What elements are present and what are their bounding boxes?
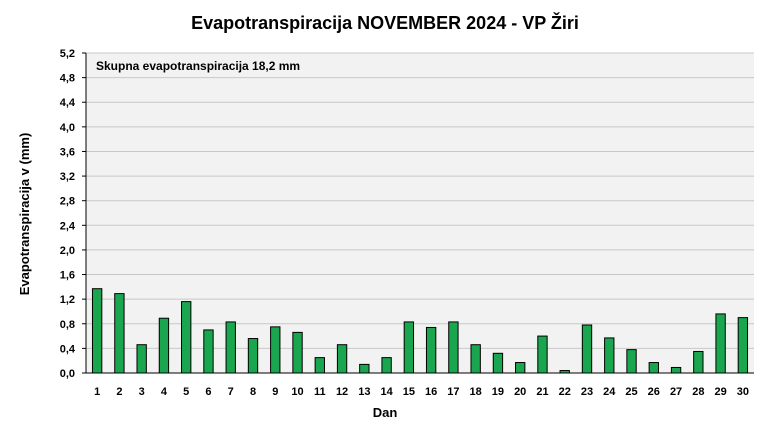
- x-tick-label: 20: [514, 386, 526, 398]
- y-tick-label: 4,4: [60, 97, 76, 109]
- bar: [626, 349, 637, 374]
- x-tick-label: 27: [670, 386, 682, 398]
- y-tick-label: 0,0: [60, 368, 75, 380]
- x-tick-label: 13: [358, 386, 370, 398]
- y-tick-label: 3,2: [60, 171, 75, 183]
- y-tick-label: 4,8: [60, 73, 75, 85]
- x-tick-label: 10: [291, 386, 303, 398]
- bar: [648, 362, 659, 374]
- bar: [604, 337, 615, 374]
- x-tick-label: 23: [581, 386, 593, 398]
- bar: [715, 313, 726, 374]
- bar: [670, 366, 682, 374]
- x-tick-label: 12: [336, 386, 348, 398]
- x-tick-label: 6: [205, 386, 211, 398]
- bar: [158, 317, 170, 374]
- x-tick-label: 5: [183, 386, 189, 398]
- grid-lines: [82, 52, 754, 374]
- x-tick-label: 28: [692, 386, 704, 398]
- x-tick-label: 7: [228, 386, 234, 398]
- x-tick-label: 26: [648, 386, 660, 398]
- bar: [737, 317, 749, 374]
- bar: [492, 352, 504, 374]
- y-tick-label: 3,6: [60, 146, 75, 158]
- chart-title: Evapotranspiracija NOVEMBER 2024 - VP Ži…: [191, 12, 579, 33]
- y-tick-labels: 0,0 0,4 0,8 1,2 1,6 2,0 2,4 2,8 3,2 3,6 4,0 4,4 4,8 5…: [60, 48, 76, 380]
- bar: [225, 321, 236, 374]
- x-tick-label: 18: [470, 386, 482, 398]
- bar: [203, 329, 214, 374]
- axes: [85, 53, 754, 374]
- x-tick-label: 29: [714, 386, 726, 398]
- y-tick-label: 2,0: [60, 245, 75, 257]
- bar: [292, 331, 303, 374]
- y-tick-label: 5,2: [60, 48, 75, 60]
- x-tick-label: 15: [403, 386, 415, 398]
- y-tick-label: 4,0: [60, 122, 75, 134]
- x-tick-label: 9: [272, 386, 278, 398]
- bars: [91, 288, 749, 374]
- bar: [693, 350, 704, 374]
- bar: [403, 321, 415, 374]
- x-tick-label: 11: [314, 386, 326, 398]
- x-tick-label: 22: [559, 386, 571, 398]
- x-tick-label: 19: [492, 386, 504, 398]
- plot-area: [86, 53, 754, 373]
- x-tick-label: 21: [536, 386, 548, 398]
- x-tick-label: 25: [625, 386, 637, 398]
- x-axis-label: Dan: [373, 405, 398, 420]
- bar: [181, 301, 192, 374]
- bar: [91, 288, 103, 374]
- total-annotation: Skupna evapotranspiracija 18,2 mm: [96, 59, 300, 73]
- y-axis-label: Evapotranspiracija v (mm): [17, 133, 32, 296]
- bar: [314, 357, 325, 374]
- y-tick-label: 1,6: [60, 270, 75, 282]
- bar: [448, 321, 459, 374]
- x-tick-label: 1: [94, 386, 100, 398]
- bar: [270, 326, 281, 374]
- bar: [136, 344, 147, 374]
- bar: [537, 335, 548, 374]
- x-tick-label: 17: [447, 386, 459, 398]
- bar: [359, 363, 370, 374]
- x-tick-label: 2: [116, 386, 122, 398]
- bar: [515, 362, 526, 374]
- bar: [114, 293, 125, 374]
- x-tick-label: 8: [250, 386, 256, 398]
- x-tick-label: 16: [425, 386, 437, 398]
- y-tick-label: 0,8: [60, 319, 75, 331]
- y-tick-label: 1,2: [60, 294, 75, 306]
- x-tick-label: 24: [603, 386, 616, 398]
- y-tick-label: 2,8: [60, 196, 75, 208]
- bar: [336, 344, 348, 374]
- x-tick-label: 3: [139, 386, 145, 398]
- x-tick-label: 30: [737, 386, 749, 398]
- bar: [425, 326, 437, 374]
- bar: [470, 344, 481, 374]
- bar: [581, 324, 593, 374]
- bar: [247, 338, 259, 374]
- x-tick-label: 4: [161, 386, 168, 398]
- y-tick-label: 2,4: [60, 220, 76, 232]
- y-tick-label: 0,4: [60, 343, 76, 355]
- x-tick-label: 14: [380, 386, 393, 398]
- bar: [381, 357, 392, 374]
- x-tick-labels: 1 2 3 4 5 6 7 8 9 10 11 12 13 14 15 16 17 18 19 20 21 22 23 24 2…: [94, 386, 749, 398]
